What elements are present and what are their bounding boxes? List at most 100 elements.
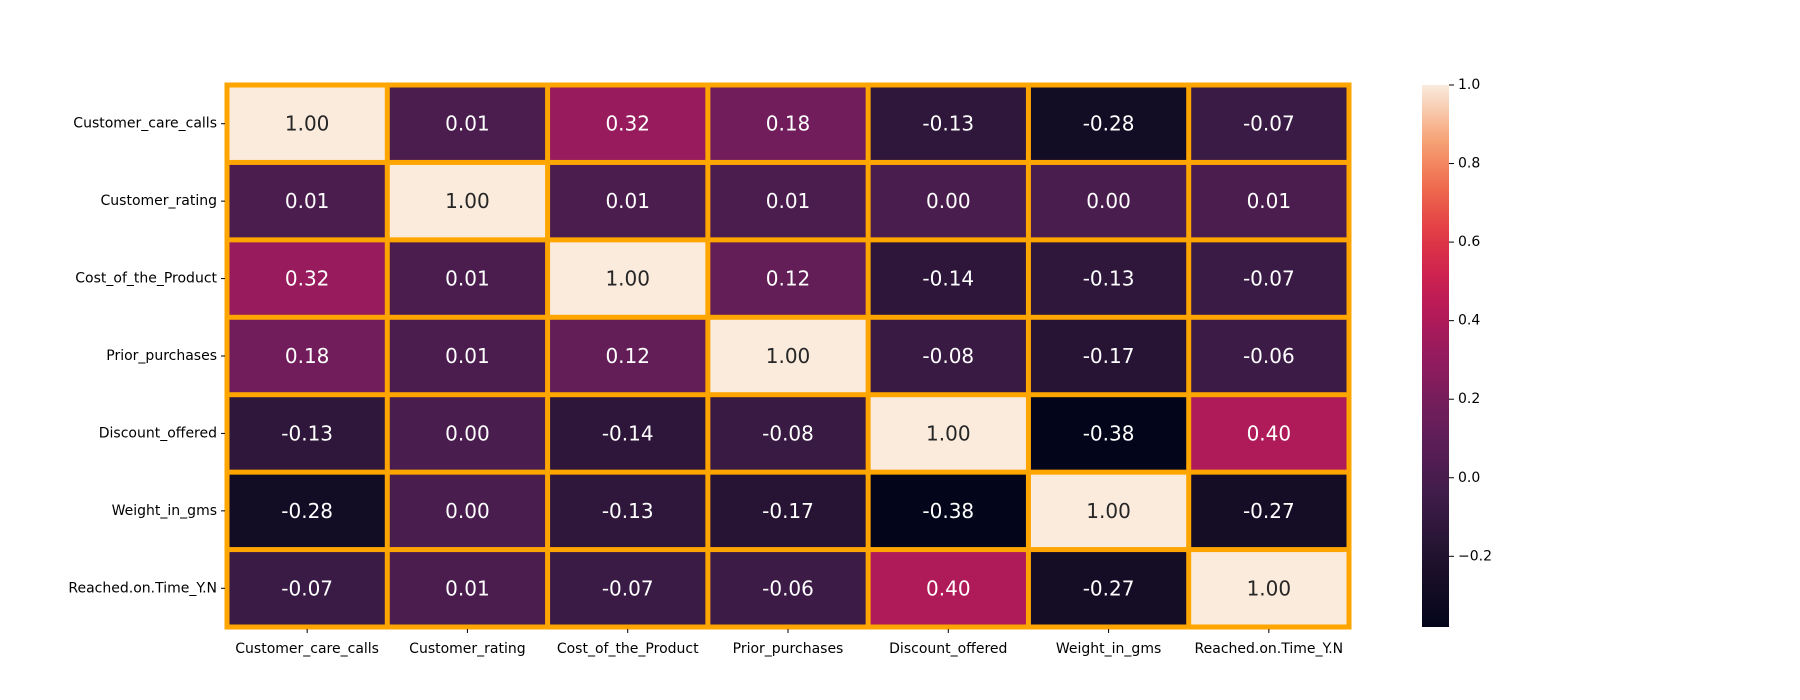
- heatmap-cell: [870, 474, 1026, 548]
- heatmap-cell: [1030, 87, 1187, 160]
- heatmap-cell-value: -0.14: [922, 267, 974, 291]
- heatmap-cell-value: -0.08: [762, 421, 814, 445]
- heatmap-cell-value: 0.40: [926, 576, 971, 600]
- heatmap-annotations: 1.00 0.01 0.32 0.18 -0.13 -0.28 -0.07 0.01 1.00 0…: [281, 112, 1294, 601]
- heatmap-cell: [870, 319, 1026, 393]
- heatmap-cell: [389, 164, 546, 238]
- colorbar-tick-label: 0.0: [1458, 470, 1480, 486]
- heatmap-cell: [550, 552, 706, 625]
- heatmap-cell-value: 0.01: [285, 189, 330, 213]
- heatmap-cell: [229, 87, 385, 160]
- heatmap-cell: [1030, 397, 1187, 470]
- heatmap-cell: [229, 397, 385, 470]
- heatmap-cell: [389, 242, 546, 315]
- colorbar-tick-label: 1.0: [1458, 77, 1480, 93]
- heatmap-cell: [389, 87, 546, 160]
- heatmap-cell-value: -0.08: [922, 344, 974, 368]
- heatmap-cell: [710, 242, 866, 315]
- heatmap-cell: [1030, 164, 1187, 238]
- heatmap-cell-value: -0.13: [602, 499, 654, 523]
- heatmap-cell-value: 0.18: [285, 344, 330, 368]
- x-axis-tick-label: Customer_care_calls: [235, 641, 379, 657]
- heatmap-cell-value: 1.00: [766, 344, 811, 368]
- heatmap-cell-value: -0.13: [281, 421, 333, 445]
- heatmap-cell: [229, 552, 385, 625]
- heatmap-cell-value: 0.01: [605, 189, 650, 213]
- heatmap-cell: [710, 397, 866, 470]
- heatmap-cell: [229, 242, 385, 315]
- heatmap-cell-value: 0.32: [285, 267, 330, 291]
- heatmap-cell: [1030, 319, 1187, 393]
- heatmap-cell: [550, 242, 706, 315]
- heatmap-cell: [1191, 474, 1347, 548]
- colorbar: 1.0 0.8 0.6 0.4 0.2 0.0 −0.2: [1422, 77, 1492, 627]
- heatmap-cell-value: 1.00: [1086, 499, 1131, 523]
- heatmap-cell-value: 1.00: [605, 267, 650, 291]
- heatmap-cell-value: -0.07: [281, 576, 333, 600]
- heatmap-cell-value: -0.38: [922, 499, 974, 523]
- heatmap-cell-value: 0.32: [605, 112, 650, 136]
- heatmap-cell-value: 0.01: [766, 189, 811, 213]
- heatmap-cell: [870, 87, 1026, 160]
- y-axis-tick-label: Customer_rating: [101, 193, 217, 209]
- heatmap-cell-value: -0.27: [1083, 576, 1135, 600]
- heatmap-cell-value: 0.00: [445, 421, 490, 445]
- heatmap-cell-value: -0.27: [1243, 499, 1295, 523]
- heatmap-cell-value: -0.28: [281, 499, 333, 523]
- heatmap-cell: [870, 242, 1026, 315]
- heatmap-cell-value: 0.01: [445, 112, 490, 136]
- heatmap-cell: [1191, 87, 1347, 160]
- heatmap-cell-value: -0.13: [922, 112, 974, 136]
- colorbar-tick-label: 0.8: [1458, 156, 1480, 172]
- heatmap-cell-value: -0.17: [1083, 344, 1135, 368]
- x-axis-tick-label: Customer_rating: [409, 641, 525, 657]
- heatmap-cell-value: -0.17: [762, 499, 814, 523]
- colorbar-gradient: [1422, 85, 1449, 627]
- heatmap-cell: [1030, 474, 1187, 548]
- heatmap-cell: [229, 164, 385, 238]
- heatmap-cell: [1191, 164, 1347, 238]
- heatmap-cell: [1191, 319, 1347, 393]
- colorbar-tick-label: 0.2: [1458, 391, 1480, 407]
- heatmap-cell-value: 0.12: [605, 344, 650, 368]
- heatmap-cell-value: 0.01: [445, 576, 490, 600]
- heatmap-cell: [550, 87, 706, 160]
- heatmap-cell: [550, 164, 706, 238]
- heatmap-cell-value: 0.12: [766, 267, 811, 291]
- heatmap-cell: [870, 397, 1026, 470]
- x-axis-tick-label: Cost_of_the_Product: [557, 641, 699, 657]
- x-axis-tick-label: Discount_offered: [889, 641, 1007, 657]
- heatmap-cell-value: -0.13: [1083, 267, 1135, 291]
- y-axis-tick-label: Customer_care_calls: [73, 116, 217, 132]
- heatmap-cell: [870, 552, 1026, 625]
- heatmap-cell-value: 0.01: [445, 267, 490, 291]
- heatmap-cells: [224, 82, 1352, 630]
- heatmap-cell-value: 0.01: [1247, 189, 1292, 213]
- heatmap-cell-value: 1.00: [926, 421, 971, 445]
- heatmap-cell-value: 1.00: [1247, 576, 1292, 600]
- heatmap-cell: [229, 319, 385, 393]
- heatmap-cell: [1191, 397, 1347, 470]
- colorbar-tick-label: −0.2: [1458, 548, 1492, 564]
- heatmap-cell-value: -0.07: [602, 576, 654, 600]
- heatmap-cell-value: -0.06: [762, 576, 814, 600]
- heatmap-cell: [1030, 242, 1187, 315]
- heatmap-cell: [389, 397, 546, 470]
- heatmap-cell: [229, 474, 385, 548]
- x-axis-tick-label: Weight_in_gms: [1056, 641, 1161, 657]
- y-axis-tick-label: Discount_offered: [99, 425, 217, 441]
- heatmap-cell: [1030, 552, 1187, 625]
- y-axis-tick-label: Cost_of_the_Product: [75, 271, 217, 287]
- heatmap-cell: [870, 164, 1026, 238]
- x-axis-tick-label: Reached.on.Time_Y.N: [1195, 641, 1344, 657]
- colorbar-tick-label: 0.4: [1458, 313, 1480, 329]
- y-axis-tick-labels: Customer_care_calls Customer_rating Cost_o…: [68, 116, 225, 596]
- heatmap-cell: [710, 474, 866, 548]
- heatmap-cell-value: -0.14: [602, 421, 654, 445]
- heatmap-cell-value: -0.28: [1083, 112, 1135, 136]
- heatmap-cell: [389, 552, 546, 625]
- heatmap-cell-value: 0.00: [445, 499, 490, 523]
- heatmap-cell: [389, 474, 546, 548]
- y-axis-tick-label: Weight_in_gms: [112, 503, 217, 519]
